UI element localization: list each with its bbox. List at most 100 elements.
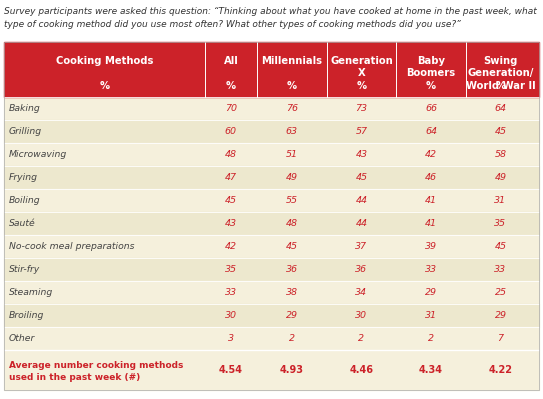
Text: 25: 25 <box>495 288 507 297</box>
Text: 30: 30 <box>225 311 237 320</box>
Text: Baking: Baking <box>9 104 41 113</box>
Bar <box>4 304 539 327</box>
Text: 3: 3 <box>228 334 234 343</box>
Text: 49: 49 <box>286 173 298 182</box>
Bar <box>4 235 539 258</box>
Text: 37: 37 <box>355 242 368 251</box>
Bar <box>4 350 539 390</box>
Text: 33: 33 <box>495 265 507 274</box>
Bar <box>4 327 539 350</box>
Text: 36: 36 <box>286 265 298 274</box>
Text: 64: 64 <box>425 127 437 136</box>
Text: 48: 48 <box>286 219 298 228</box>
Text: 33: 33 <box>425 265 437 274</box>
Text: 2: 2 <box>289 334 295 343</box>
Text: 45: 45 <box>355 173 368 182</box>
Text: 76: 76 <box>286 104 298 113</box>
Bar <box>4 97 539 120</box>
Text: 47: 47 <box>225 173 237 182</box>
Text: type of cooking method did you use most often? What other types of cooking metho: type of cooking method did you use most … <box>4 20 461 29</box>
Bar <box>4 189 539 212</box>
Text: 41: 41 <box>425 219 437 228</box>
Text: Stir-fry: Stir-fry <box>9 265 40 274</box>
Text: Generation
X: Generation X <box>330 56 393 78</box>
Text: 63: 63 <box>286 127 298 136</box>
Text: 35: 35 <box>495 219 507 228</box>
Text: 45: 45 <box>495 242 507 251</box>
Text: 44: 44 <box>355 219 368 228</box>
Text: 51: 51 <box>286 150 298 159</box>
Text: %: % <box>287 81 297 91</box>
Text: 29: 29 <box>495 311 507 320</box>
Text: 45: 45 <box>495 127 507 136</box>
Text: 48: 48 <box>225 150 237 159</box>
Text: 58: 58 <box>495 150 507 159</box>
Text: 34: 34 <box>355 288 368 297</box>
Text: %: % <box>99 81 109 91</box>
Text: 2: 2 <box>428 334 434 343</box>
Text: 45: 45 <box>225 196 237 205</box>
Text: %: % <box>426 81 436 91</box>
Text: 38: 38 <box>286 288 298 297</box>
Bar <box>4 212 539 235</box>
Text: 7: 7 <box>497 334 503 343</box>
Text: %: % <box>495 81 506 91</box>
Text: 73: 73 <box>355 104 368 113</box>
Bar <box>4 42 539 390</box>
Text: Broiling: Broiling <box>9 311 45 320</box>
Text: 66: 66 <box>425 104 437 113</box>
Text: 2: 2 <box>358 334 364 343</box>
Text: Survey participants were asked this question: “Thinking about what you have cook: Survey participants were asked this ques… <box>4 7 536 16</box>
Text: 31: 31 <box>425 311 437 320</box>
Text: 35: 35 <box>225 265 237 274</box>
Text: 41: 41 <box>425 196 437 205</box>
Text: 4.46: 4.46 <box>349 365 374 375</box>
Text: No-cook meal preparations: No-cook meal preparations <box>9 242 135 251</box>
Text: Sauté: Sauté <box>9 219 36 228</box>
Text: Millennials: Millennials <box>261 56 323 66</box>
Text: 57: 57 <box>355 127 368 136</box>
Text: 55: 55 <box>286 196 298 205</box>
Text: Other: Other <box>9 334 35 343</box>
Text: 36: 36 <box>355 265 368 274</box>
Text: 39: 39 <box>425 242 437 251</box>
Text: %: % <box>356 81 367 91</box>
Text: 43: 43 <box>355 150 368 159</box>
Bar <box>4 143 539 166</box>
Text: 60: 60 <box>225 127 237 136</box>
Text: All: All <box>224 56 238 66</box>
Text: Average number cooking methods: Average number cooking methods <box>9 361 184 369</box>
Text: 44: 44 <box>355 196 368 205</box>
Text: 42: 42 <box>425 150 437 159</box>
Bar <box>4 166 539 189</box>
Text: 45: 45 <box>286 242 298 251</box>
Bar <box>4 120 539 143</box>
Bar <box>4 42 539 97</box>
Text: %: % <box>226 81 236 91</box>
Text: 43: 43 <box>225 219 237 228</box>
Text: 42: 42 <box>225 242 237 251</box>
Text: 46: 46 <box>425 173 437 182</box>
Text: 31: 31 <box>495 196 507 205</box>
Text: 4.22: 4.22 <box>489 365 513 375</box>
Text: 70: 70 <box>225 104 237 113</box>
Text: 30: 30 <box>355 311 368 320</box>
Text: 29: 29 <box>425 288 437 297</box>
Text: 49: 49 <box>495 173 507 182</box>
Text: Swing
Generation/
World War II: Swing Generation/ World War II <box>465 56 535 91</box>
Text: 4.93: 4.93 <box>280 365 304 375</box>
Text: used in the past week (#): used in the past week (#) <box>9 373 140 381</box>
Text: 64: 64 <box>495 104 507 113</box>
Text: 4.34: 4.34 <box>419 365 443 375</box>
Text: 4.54: 4.54 <box>219 365 243 375</box>
Text: 29: 29 <box>286 311 298 320</box>
Text: Microwaving: Microwaving <box>9 150 67 159</box>
Text: Boiling: Boiling <box>9 196 41 205</box>
Bar <box>4 281 539 304</box>
Text: 33: 33 <box>225 288 237 297</box>
Text: Frying: Frying <box>9 173 38 182</box>
Bar <box>4 258 539 281</box>
Text: Steaming: Steaming <box>9 288 53 297</box>
Text: Cooking Methods: Cooking Methods <box>55 56 153 66</box>
Text: Grilling: Grilling <box>9 127 42 136</box>
